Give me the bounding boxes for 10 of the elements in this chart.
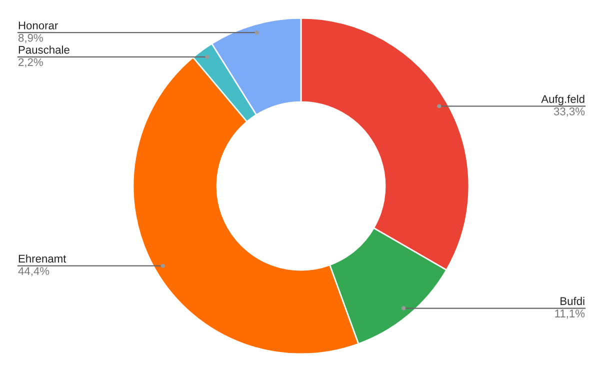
data-label: 8,9%	[18, 34, 43, 44]
data-label: 33,3%	[554, 107, 585, 117]
slice-label: Aufg.feld	[541, 94, 584, 106]
slice-label: Bufdi	[560, 296, 584, 306]
slice-label: Pauschale	[18, 46, 70, 54]
slice-label: Ehrenamt	[18, 254, 66, 263]
data-label: 11,1%	[555, 310, 585, 319]
slice-label: Honorar	[18, 22, 58, 30]
data-label: 2,2%	[18, 58, 43, 68]
data-label: 44,4%	[18, 267, 50, 276]
